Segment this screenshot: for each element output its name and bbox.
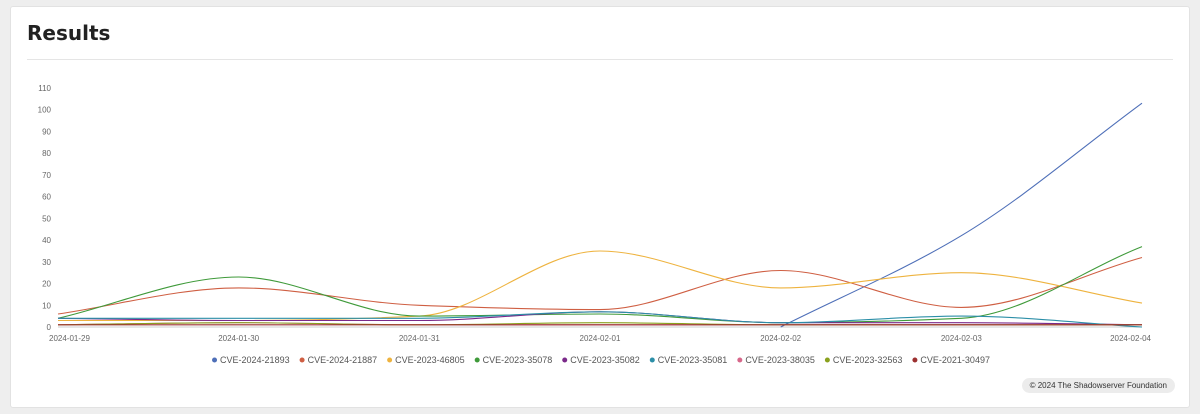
series-line [58, 311, 1143, 328]
x-tick-label: 2024-02-04 [1110, 334, 1151, 343]
legend-marker [562, 357, 568, 363]
y-tick-label: 0 [47, 323, 52, 332]
y-tick-label: 70 [42, 171, 51, 180]
page-title: Results [27, 21, 111, 45]
x-tick-label: 2024-01-31 [399, 334, 440, 343]
legend-marker [299, 357, 305, 363]
y-tick-label: 10 [42, 301, 51, 310]
legend-marker [824, 357, 830, 363]
legend-label: CVE-2023-46805 [395, 355, 465, 365]
y-tick-label: 20 [42, 280, 51, 289]
legend-marker [474, 357, 480, 363]
legend-label: CVE-2023-38035 [745, 355, 815, 365]
legend-marker [212, 357, 218, 363]
x-tick-label: 2024-02-03 [941, 334, 982, 343]
legend-marker [649, 357, 655, 363]
y-tick-label: 50 [42, 214, 51, 223]
legend-label: CVE-2021-30497 [920, 355, 990, 365]
results-card: Results 0 10 20 30 40 50 60 70 80 90 100 110 2024-01… [10, 6, 1190, 408]
x-tick-label: 2024-02-01 [580, 334, 621, 343]
title-divider [27, 59, 1173, 60]
x-tick-label: 2024-01-29 [49, 334, 90, 343]
x-tick-label: 2024-01-30 [218, 334, 259, 343]
y-tick-label: 100 [38, 106, 52, 115]
legend-marker [737, 357, 743, 363]
y-tick-label: 30 [42, 258, 51, 267]
legend-label: CVE-2024-21893 [220, 355, 290, 365]
y-tick-label: 80 [42, 149, 51, 158]
y-tick-label: 90 [42, 127, 51, 136]
legend-label: CVE-2023-35078 [483, 355, 553, 365]
series-line [57, 246, 1143, 324]
series-line [780, 102, 1143, 328]
y-tick-label: 110 [38, 84, 51, 93]
legend-marker [912, 357, 918, 363]
x-tick-label: 2024-02-02 [760, 334, 801, 343]
legend-label: CVE-2023-35082 [570, 355, 640, 365]
legend-label: CVE-2023-35081 [658, 355, 728, 365]
credit-badge: © 2024 The Shadowserver Foundation [1021, 378, 1175, 393]
legend-label: CVE-2024-21887 [308, 355, 378, 365]
results-chart: 0 10 20 30 40 50 60 70 80 90 100 110 2024-01-29 2024-… [38, 84, 1152, 365]
y-tick-label: 40 [42, 236, 51, 245]
legend-label: CVE-2023-32563 [833, 355, 903, 365]
y-tick-label: 60 [42, 193, 51, 202]
legend-marker [387, 357, 393, 363]
series-line [57, 256, 1143, 315]
